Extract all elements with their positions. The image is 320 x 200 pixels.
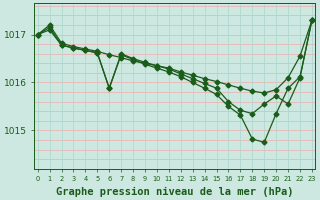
- X-axis label: Graphe pression niveau de la mer (hPa): Graphe pression niveau de la mer (hPa): [56, 186, 293, 197]
